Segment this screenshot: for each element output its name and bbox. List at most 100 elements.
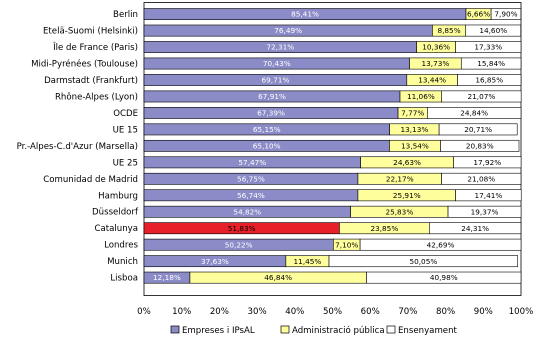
value-label-etela-suomi-helsinki-administracio-publica: 8,85% bbox=[437, 26, 460, 35]
value-label-ue-25-administracio-publica: 24,63% bbox=[393, 158, 421, 167]
value-label-dusseldorf-ensenyament: 19,37% bbox=[471, 207, 499, 216]
value-label-ue-15-administracio-publica: 13,13% bbox=[400, 125, 428, 134]
bar-comunidad-de-madrid-ensenyament bbox=[441, 172, 522, 185]
x-tick-label-2: 20% bbox=[210, 307, 229, 317]
category-label-comunidad-de-madrid: Comunidad de Madrid bbox=[43, 175, 138, 185]
category-label-ue-25: UE 25 bbox=[113, 158, 138, 168]
category-label-lisboa: Lisboa bbox=[110, 274, 138, 284]
value-label-catalunya-administracio-publica: 23,85% bbox=[370, 224, 398, 233]
legend: Empreses i IPsAL Administració pública Ens… bbox=[170, 325, 458, 336]
category-label-dusseldorf: Düsseldorf bbox=[92, 208, 139, 218]
x-tick-label-7: 70% bbox=[398, 307, 417, 317]
value-label-etela-suomi-helsinki-ensenyament: 14,60% bbox=[479, 26, 507, 35]
category-label-hamburg: Hamburg bbox=[98, 191, 138, 201]
value-label-hamburg-ensenyament: 17,41% bbox=[474, 191, 502, 200]
legend-swatch-ensenyament bbox=[386, 325, 396, 334]
value-label-darmstadt-frankfurt-empreses-i-ipsal: 69,71% bbox=[261, 76, 289, 85]
x-tick-label-4: 40% bbox=[285, 307, 304, 317]
value-label-ue-25-empreses-i-ipsal: 57,47% bbox=[238, 158, 266, 167]
value-label-ue-25-ensenyament: 17,92% bbox=[473, 158, 501, 167]
value-label-berlin-ensenyament: 7,90% bbox=[494, 10, 517, 19]
value-label-comunidad-de-madrid-ensenyament: 21,08% bbox=[467, 174, 495, 183]
category-label-darmstadt-frankfurt: Darmstadt (Frankfurt) bbox=[44, 76, 138, 86]
value-label-ocde-administracio-publica: 7,77% bbox=[401, 109, 424, 118]
x-tick-label-9: 90% bbox=[474, 307, 493, 317]
value-label-darmstadt-frankfurt-ensenyament: 16,85% bbox=[475, 76, 503, 85]
x-axis: 0% 10% 20% 30% 40% 50% 60% 70% 80% 90% 100% bbox=[137, 307, 533, 317]
value-label-ile-de-france-paris-administracio-publica: 10,36% bbox=[422, 43, 450, 52]
bar-hamburg-ensenyament bbox=[455, 189, 522, 202]
value-label-catalunya-ensenyament: 24,31% bbox=[461, 224, 489, 233]
category-label-pr-alpes-c-d-azur-marsella: Pr.-Alpes-C.d'Azur (Marsella) bbox=[17, 142, 138, 152]
category-label-londres: Londres bbox=[104, 241, 138, 251]
category-label-berlin: Berlin bbox=[113, 10, 138, 20]
value-label-lisboa-empreses-i-ipsal: 12,18% bbox=[153, 273, 181, 282]
category-label-etela-suomi-helsinki: Etelä-Suomi (Helsinki) bbox=[43, 27, 138, 37]
bar-pr-alpes-c-d-azur-marsella-ensenyament bbox=[440, 139, 520, 152]
bar-dusseldorf-ensenyament bbox=[447, 205, 522, 218]
value-label-ue-15-empreses-i-ipsal: 65,15% bbox=[253, 125, 281, 134]
legend-swatch-administracio-publica bbox=[280, 325, 290, 334]
value-label-rhone-alpes-lyon-empreses-i-ipsal: 67,91% bbox=[258, 92, 286, 101]
bar-darmstadt-frankfurt-ensenyament bbox=[457, 74, 522, 86]
value-label-ue-15-ensenyament: 20,71% bbox=[464, 125, 492, 134]
x-tick-label-0: 0% bbox=[137, 307, 151, 317]
value-label-darmstadt-frankfurt-administracio-publica: 13,44% bbox=[418, 76, 446, 85]
category-label-catalunya: Catalunya bbox=[94, 224, 138, 234]
value-label-ocde-ensenyament: 24,84% bbox=[460, 109, 488, 118]
value-label-lisboa-administracio-publica: 46,84% bbox=[264, 273, 292, 282]
value-label-rhone-alpes-lyon-ensenyament: 21,07% bbox=[468, 92, 496, 101]
bar-midi-pyrenees-toulouse-ensenyament bbox=[460, 57, 522, 70]
value-label-rhone-alpes-lyon-administracio-publica: 11,06% bbox=[407, 92, 435, 101]
category-label-midi-pyrenees-toulouse: Midi-Pyrénées (Toulouse) bbox=[31, 59, 138, 70]
bar-ue-15-ensenyament bbox=[438, 123, 518, 136]
category-label-ue-15: UE 15 bbox=[113, 125, 138, 135]
value-label-ocde-empreses-i-ipsal: 67,39% bbox=[257, 109, 285, 118]
bar-rhone-alpes-lyon-ensenyament bbox=[441, 90, 522, 103]
value-label-dusseldorf-empreses-i-ipsal: 54,82% bbox=[233, 207, 261, 216]
category-label-ile-de-france-paris: Île de France (Paris) bbox=[52, 41, 138, 53]
value-label-etela-suomi-helsinki-empreses-i-ipsal: 76,49% bbox=[274, 26, 302, 35]
bar-catalunya-ensenyament bbox=[429, 222, 522, 235]
x-tick-label-3: 30% bbox=[248, 307, 267, 317]
legend-swatch-empreses-i-ipsal bbox=[170, 325, 180, 334]
value-label-ile-de-france-paris-empreses-i-ipsal: 72,31% bbox=[266, 43, 294, 52]
value-label-dusseldorf-administracio-publica: 25,83% bbox=[385, 207, 413, 216]
value-label-londres-ensenyament: 42,69% bbox=[427, 240, 455, 249]
bar-ile-de-france-paris-ensenyament bbox=[455, 41, 522, 53]
bar-lisboa-ensenyament bbox=[366, 271, 522, 284]
value-label-comunidad-de-madrid-empreses-i-ipsal: 56,75% bbox=[237, 174, 265, 183]
x-tick-label-5: 50% bbox=[323, 307, 342, 317]
bar-munich-ensenyament bbox=[328, 255, 519, 268]
value-label-munich-administracio-publica: 11,45% bbox=[294, 257, 322, 266]
bars-group: 85,41% 6,66% 7,90% 76,49% 8,85% 14,60% 72,31% 1… bbox=[143, 2, 522, 296]
x-tick-label-8: 80% bbox=[436, 307, 455, 317]
value-label-munich-empreses-i-ipsal: 37,63% bbox=[201, 257, 229, 266]
value-label-midi-pyrenees-toulouse-ensenyament: 15,84% bbox=[477, 59, 505, 68]
legend-label-administracio-publica: Administració pública bbox=[292, 325, 385, 336]
bar-etela-suomi-helsinki-ensenyament bbox=[465, 24, 522, 37]
bar-londres-ensenyament bbox=[359, 238, 522, 251]
value-label-pr-alpes-c-d-azur-marsella-ensenyament: 20,83% bbox=[466, 141, 494, 150]
legend-label-ensenyament: Ensenyament bbox=[398, 326, 458, 336]
value-label-ile-de-france-paris-ensenyament: 17,33% bbox=[474, 43, 502, 52]
x-tick-label-6: 60% bbox=[361, 307, 380, 317]
value-label-berlin-administracio-publica: 6,66% bbox=[467, 10, 490, 19]
category-labels: Berlin Etelä-Suomi (Helsinki) Île de Franc… bbox=[17, 10, 139, 284]
category-label-munich: Munich bbox=[107, 257, 138, 267]
value-label-berlin-empreses-i-ipsal: 85,41% bbox=[291, 10, 319, 19]
value-label-hamburg-empreses-i-ipsal: 56,74% bbox=[237, 191, 265, 200]
value-label-pr-alpes-c-d-azur-marsella-administracio-publica: 13,54% bbox=[401, 141, 429, 150]
value-label-munich-ensenyament: 50,05% bbox=[409, 257, 437, 266]
value-label-pr-alpes-c-d-azur-marsella-empreses-i-ipsal: 65,10% bbox=[253, 141, 281, 150]
value-label-hamburg-administracio-publica: 25,91% bbox=[393, 191, 421, 200]
bar-ue-25-ensenyament bbox=[453, 156, 522, 169]
category-label-ocde: OCDE bbox=[113, 109, 138, 119]
value-label-midi-pyrenees-toulouse-empreses-i-ipsal: 70,43% bbox=[263, 59, 291, 68]
value-label-comunidad-de-madrid-administracio-publica: 22,17% bbox=[386, 174, 414, 183]
category-label-rhone-alpes-lyon: Rhône-Alpes (Lyon) bbox=[55, 91, 138, 102]
value-label-londres-administracio-publica: 7,10% bbox=[335, 240, 358, 249]
value-label-londres-empreses-i-ipsal: 50,22% bbox=[225, 240, 253, 249]
